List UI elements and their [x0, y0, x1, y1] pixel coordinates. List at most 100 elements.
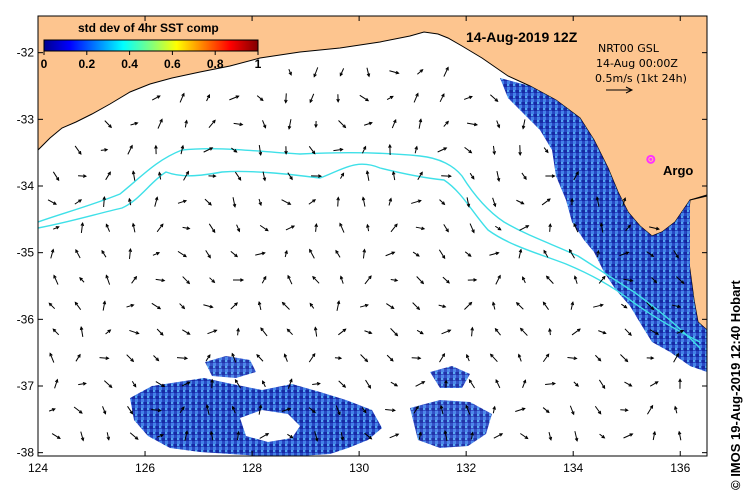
current-arrow: [308, 146, 316, 154]
current-arrow: [182, 226, 190, 230]
sst-contour-south: [38, 163, 701, 343]
current-arrow: [651, 277, 657, 283]
current-arrow-head: [131, 170, 136, 175]
current-arrow-head: [185, 170, 190, 175]
current-arrow: [204, 198, 212, 206]
current-arrow: [256, 95, 264, 101]
current-arrow-head: [515, 301, 520, 306]
current-arrow-head: [388, 197, 393, 202]
current-arrow: [209, 277, 215, 283]
current-arrow: [444, 430, 448, 442]
current-arrow-head: [496, 124, 501, 129]
current-arrow-head: [368, 275, 372, 280]
current-arrow: [412, 251, 420, 257]
current-arrow-head: [601, 434, 606, 439]
current-arrow-head: [313, 73, 317, 78]
current-arrow-head: [284, 99, 288, 104]
current-arrow: [338, 328, 346, 336]
current-arrow-head: [596, 249, 600, 254]
current-arrow: [366, 171, 370, 181]
current-arrow: [541, 198, 551, 206]
current-arrow: [364, 330, 372, 334]
current-arrow-head: [494, 98, 499, 102]
current-arrow-head: [442, 304, 447, 308]
current-arrow-head: [518, 151, 522, 157]
current-arrow: [314, 431, 318, 441]
current-arrow: [182, 381, 190, 387]
current-arrow-head: [262, 380, 266, 385]
legend-model: NRT00 GSL: [598, 42, 660, 55]
current-arrow: [105, 171, 111, 181]
current-arrow-head: [389, 95, 394, 100]
current-arrow: [106, 432, 110, 440]
current-arrow: [203, 147, 213, 153]
current-arrow-head: [416, 306, 421, 311]
current-arrow-head: [157, 305, 162, 310]
current-arrow: [388, 198, 392, 206]
current-arrow: [336, 301, 340, 311]
current-arrow-head: [180, 144, 185, 149]
current-arrow: [203, 304, 213, 308]
current-arrow: [287, 379, 293, 389]
current-arrow: [416, 276, 424, 284]
current-arrow-head: [80, 437, 85, 442]
current-arrow-head: [339, 222, 343, 227]
current-arrow: [281, 408, 291, 412]
current-arrow-head: [105, 356, 110, 360]
current-arrow-head: [628, 383, 633, 387]
current-arrow: [281, 199, 291, 205]
current-arrow-head: [287, 274, 291, 279]
current-arrow-head: [259, 97, 264, 102]
current-arrow-head: [339, 275, 344, 280]
current-arrow: [151, 408, 161, 412]
current-arrow-head: [468, 379, 473, 384]
current-arrow-head: [675, 254, 679, 259]
current-arrow-head: [287, 407, 292, 412]
current-arrow: [518, 249, 522, 259]
lon-tick-label: 126: [135, 461, 155, 475]
current-arrow: [340, 276, 344, 284]
current-arrow: [339, 68, 345, 76]
current-arrow-head: [160, 434, 165, 438]
current-arrow-head: [394, 383, 399, 387]
legend-time: 14-Aug 00:00Z: [596, 57, 678, 70]
current-arrow-head: [445, 66, 449, 71]
current-arrow-head: [391, 251, 396, 255]
current-arrow: [337, 197, 339, 207]
current-arrow-head: [134, 121, 139, 126]
current-arrow: [385, 409, 395, 411]
current-arrow-head: [262, 124, 267, 129]
current-arrow-head: [546, 198, 551, 202]
current-arrow-head: [107, 171, 111, 176]
argo-float-marker: [646, 154, 656, 164]
current-arrow-head: [597, 410, 602, 415]
current-arrow-head: [491, 301, 496, 306]
current-arrow-head: [627, 224, 632, 229]
current-arrow-head: [102, 195, 107, 201]
current-arrow-head: [108, 124, 112, 129]
current-arrow: [127, 145, 133, 155]
current-arrow: [129, 329, 139, 335]
current-arrow-head: [650, 356, 655, 360]
current-arrow: [132, 223, 136, 233]
current-arrow: [439, 93, 445, 103]
current-arrow: [495, 328, 501, 336]
current-arrow-head: [489, 353, 494, 358]
current-arrow-head: [232, 203, 237, 208]
current-arrow-head: [468, 95, 473, 100]
current-arrow: [469, 379, 475, 389]
current-arrow: [157, 119, 163, 129]
current-arrow: [390, 381, 398, 387]
current-arrow: [233, 122, 243, 126]
current-arrow: [543, 250, 549, 258]
current-arrow-head: [102, 300, 107, 305]
current-arrow: [598, 330, 606, 334]
lat-tick-label: -37: [17, 379, 35, 393]
current-arrow-head: [106, 436, 111, 441]
current-arrow: [74, 302, 82, 310]
current-arrow-head: [366, 223, 370, 228]
current-arrow-head: [231, 352, 235, 357]
current-arrow-head: [309, 99, 313, 104]
lon-tick-label: 124: [28, 461, 48, 475]
current-arrow: [208, 223, 216, 233]
